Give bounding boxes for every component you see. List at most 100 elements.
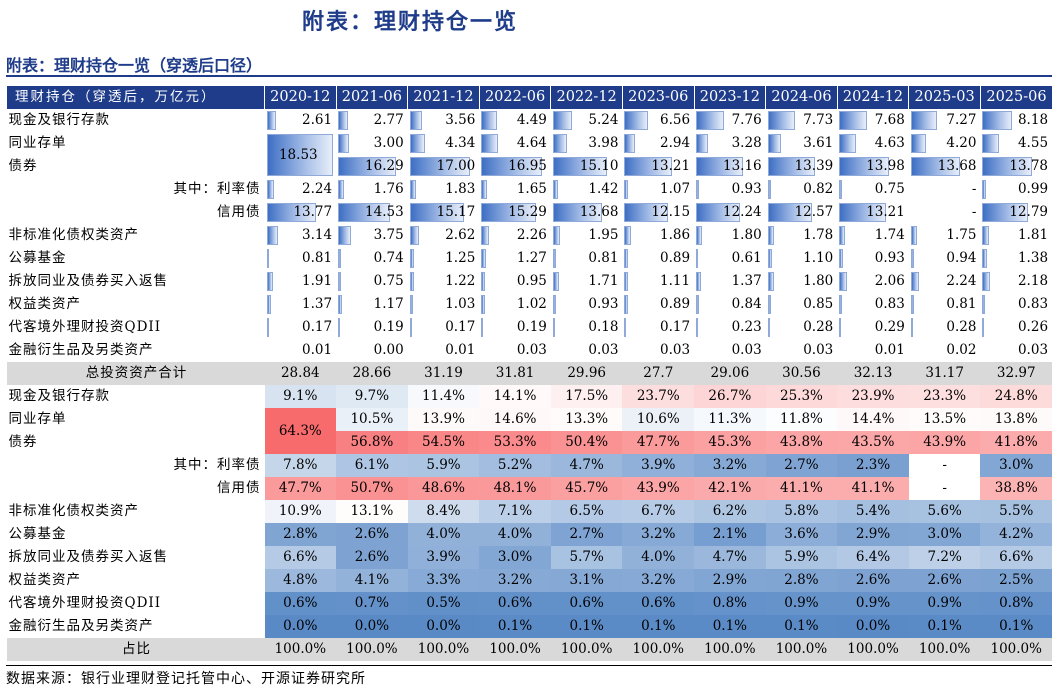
- page-title: 附表：理财持仓一览: [301, 9, 518, 35]
- subtitle-rule: [6, 75, 1052, 77]
- share-cell: 2.3%: [837, 454, 909, 477]
- share-cell: 17.5%: [550, 385, 623, 408]
- amount-value: 13.68: [937, 158, 977, 174]
- amount-value: 8.18: [1017, 112, 1049, 128]
- share-cell: 0.1%: [550, 615, 623, 638]
- amount-value: 1.81: [1017, 227, 1049, 243]
- amount-value: 7.76: [731, 112, 762, 128]
- amount-cell: 13.68: [909, 155, 981, 178]
- share-cell: 2.8%: [765, 569, 838, 592]
- amount-row: 权益类资产 1.37 1.17 1.03 1.02 0.93 0.89 0.84 0.85 0.8…: [7, 293, 1053, 316]
- share-total-value: 100.0%: [264, 638, 337, 661]
- data-bar: [552, 111, 572, 130]
- data-bar: [982, 203, 1028, 222]
- amount-value: 0.75: [373, 273, 404, 289]
- amount-cell: 7.73: [766, 109, 838, 132]
- amount-cell: 0.75: [837, 178, 909, 201]
- amount-cell: 1.11: [622, 270, 694, 293]
- data-bar: [481, 157, 542, 176]
- share-cell: 3.6%: [765, 523, 838, 546]
- row-label: 代客境外理财投资QDII: [8, 595, 162, 611]
- share-total-row: 占比 100.0% 100.0% 100.0% 100.0% 100.0% 100.0% 10…: [6, 638, 1053, 661]
- amount-cell: 1.42: [551, 178, 623, 201]
- data-bar: [552, 157, 607, 176]
- amount-row: 代客境外理财投资QDII 0.17 0.19 0.17 0.19 0.18 0.17 0.23…: [7, 316, 1053, 339]
- amount-cell: 1.10: [766, 247, 838, 270]
- amount-value: 1.80: [803, 273, 834, 289]
- share-cell: 0.0%: [264, 615, 337, 638]
- share-cell: 5.6%: [908, 500, 981, 523]
- share-row: 债券 56.8% 54.5% 53.3% 50.4% 47.7% 45.3% 43.8% 43.…: [7, 431, 1053, 454]
- data-bar: [624, 203, 668, 222]
- share-cell: 0.6%: [479, 592, 551, 615]
- share-cell: 56.8%: [336, 431, 408, 454]
- amount-value: 0.81: [302, 250, 333, 266]
- data-bar: [481, 318, 484, 337]
- data-bar: [696, 272, 701, 291]
- amount-value: 2.94: [660, 135, 691, 151]
- share-cell: 3.9%: [622, 454, 695, 477]
- amount-value: 0.29: [874, 319, 905, 335]
- amount-cell: 0.28: [766, 316, 838, 339]
- data-bar: [338, 134, 349, 153]
- share-cell: 0.9%: [908, 592, 981, 615]
- amount-value: 3.61: [803, 135, 834, 151]
- share-cell: 0.7%: [336, 592, 408, 615]
- share-cell: 0.1%: [908, 615, 981, 638]
- amount-value: 1.07: [660, 181, 691, 197]
- amount-cell: 15.10: [551, 155, 623, 178]
- data-bar: [696, 134, 708, 153]
- share-cell: 0.9%: [765, 592, 838, 615]
- amount-value: 2.06: [874, 273, 905, 289]
- total-value: 28.66: [336, 362, 408, 385]
- data-bar: [839, 272, 847, 291]
- amount-cell: 0.61: [694, 247, 766, 270]
- amount-value: 2.18: [1017, 273, 1049, 289]
- amount-cell: 3.56: [408, 109, 480, 132]
- holdings-table: 理财持仓（穿透后，万亿元） 2020-12 2021-06 2021-12 2022-…: [6, 86, 1053, 661]
- total-value: 32.13: [837, 362, 909, 385]
- amount-cell: 13.16: [694, 155, 766, 178]
- column-header: 2023-12: [693, 86, 766, 109]
- share-cell: 41.1%: [765, 477, 838, 500]
- amount-value: 0.93: [588, 296, 619, 312]
- share-cell: 23.9%: [837, 385, 909, 408]
- amount-value: 1.95: [588, 227, 619, 243]
- data-bar: [767, 249, 772, 268]
- amount-value: 1.91: [302, 273, 333, 289]
- amount-cell: 0.01: [265, 339, 337, 362]
- share-cell: -: [908, 454, 981, 477]
- data-bar: [338, 157, 397, 176]
- share-cell: 5.9%: [407, 454, 480, 477]
- amount-cell: 1.86: [622, 224, 694, 247]
- total-value: 30.56: [765, 362, 838, 385]
- share-cell: 4.0%: [479, 523, 551, 546]
- data-bar: [552, 318, 555, 337]
- share-row: 其中：利率债 7.8% 6.1% 5.9% 5.2% 4.7% 3.9% 3.2% 2.7% 2.…: [7, 454, 1053, 477]
- data-bar: [552, 134, 568, 153]
- amount-value: 4.55: [1017, 135, 1049, 151]
- amount-value: 0.03: [1017, 342, 1049, 358]
- share-cell: 26.7%: [694, 385, 766, 408]
- amount-value: 3.28: [731, 135, 762, 151]
- share-cell: 0.1%: [622, 615, 695, 638]
- data-bar: [696, 111, 724, 130]
- share-cell: 5.8%: [765, 500, 838, 523]
- share-cell: 45.3%: [694, 431, 766, 454]
- data-bar: [839, 226, 846, 245]
- header-label: 理财持仓（穿透后，万亿元）: [6, 86, 265, 109]
- share-cell: 10.5%: [336, 408, 408, 431]
- amount-value: 12.79: [1009, 204, 1049, 220]
- amount-value: 0.89: [660, 296, 691, 312]
- amount-cell: -: [909, 201, 981, 224]
- amount-cell: 4.55: [980, 132, 1052, 155]
- share-cell: 0.1%: [694, 615, 766, 638]
- amount-cell: 1.22: [408, 270, 480, 293]
- amount-value: 5.24: [588, 112, 619, 128]
- amount-row: 其中：利率债 2.24 1.76 1.83 1.65 1.42 1.07 0.93 0.82 0.…: [7, 178, 1053, 201]
- amount-cell: 0.84: [694, 293, 766, 316]
- share-cell: 3.2%: [622, 569, 695, 592]
- amount-value: 4.20: [946, 135, 977, 151]
- share-total-value: 100.0%: [980, 638, 1053, 661]
- share-cell: 3.0%: [479, 546, 551, 569]
